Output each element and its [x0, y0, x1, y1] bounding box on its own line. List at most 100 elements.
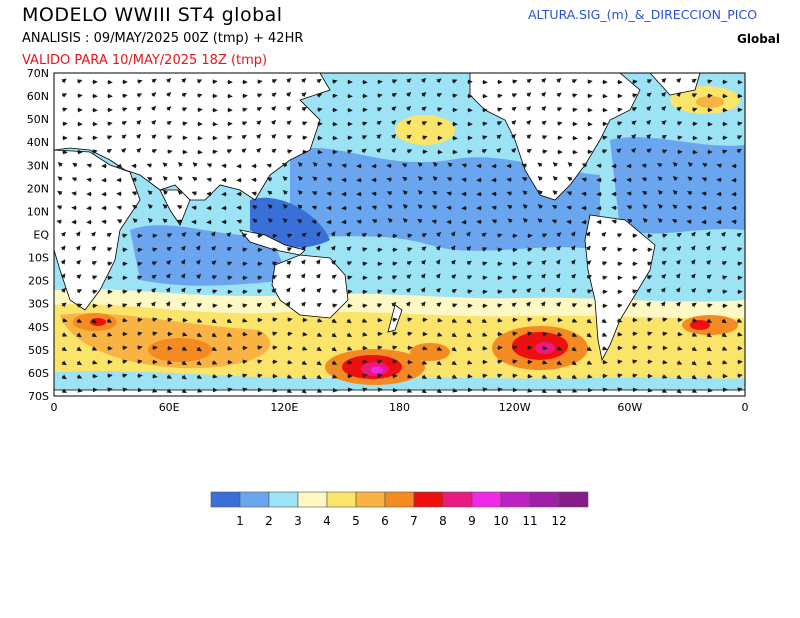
direction-arrow: [405, 287, 411, 293]
direction-arrow: [391, 79, 398, 84]
direction-arrow: [106, 303, 113, 309]
direction-arrow: [211, 149, 218, 155]
direction-arrow: [136, 79, 143, 84]
direction-arrow: [645, 119, 652, 126]
direction-arrow: [331, 374, 338, 379]
direction-arrow: [511, 147, 517, 154]
direction-arrow: [371, 205, 378, 210]
direction-arrow: [121, 107, 128, 112]
land: [54, 73, 745, 396]
direction-arrow: [431, 219, 438, 225]
direction-arrow: [376, 275, 383, 281]
direction-arrow: [646, 275, 653, 280]
direction-arrow: [496, 148, 502, 154]
direction-arrow: [241, 318, 248, 323]
direction-arrow: [387, 218, 393, 224]
direction-arrow: [676, 346, 683, 351]
direction-arrow: [181, 78, 187, 84]
direction-arrow: [675, 273, 681, 279]
direction-arrow: [195, 273, 202, 279]
direction-arrow: [361, 121, 368, 127]
direction-arrow: [506, 191, 513, 196]
direction-arrow: [121, 261, 128, 267]
direction-arrow: [151, 149, 157, 154]
direction-arrow: [526, 148, 532, 154]
direction-arrow: [491, 219, 498, 224]
direction-arrow: [147, 190, 153, 196]
direction-arrow: [192, 176, 198, 182]
direction-arrow: [255, 147, 262, 154]
direction-arrow: [481, 135, 488, 140]
direction-arrow: [376, 317, 383, 323]
direction-arrow: [450, 245, 456, 251]
legend-swatch: [297, 491, 328, 508]
direction-arrow: [76, 332, 82, 338]
direction-arrow: [481, 149, 488, 154]
direction-arrow: [151, 119, 157, 126]
direction-arrow: [301, 388, 307, 394]
direction-arrow: [556, 135, 563, 141]
direction-arrow: [241, 247, 248, 253]
direction-arrow: [687, 161, 693, 168]
direction-arrow: [151, 317, 158, 323]
chart-title: MODELO WWIII ST4 global: [22, 4, 283, 26]
direction-arrow: [631, 261, 638, 267]
direction-arrow: [721, 346, 728, 351]
direction-arrow: [300, 287, 306, 293]
direction-arrow: [436, 332, 443, 337]
direction-arrow: [676, 77, 682, 84]
direction-arrow: [376, 93, 383, 99]
direction-arrow: [586, 303, 593, 309]
direction-arrow: [570, 245, 576, 251]
direction-arrow: [166, 360, 173, 365]
direction-arrow: [76, 387, 83, 393]
direction-arrow: [706, 303, 713, 308]
direction-arrow: [466, 318, 472, 324]
direction-arrow: [450, 231, 456, 237]
direction-arrow: [75, 259, 81, 265]
direction-arrow: [421, 233, 428, 238]
lon-label: 120W: [499, 401, 531, 414]
direction-arrow: [132, 218, 138, 224]
direction-arrow: [631, 345, 638, 351]
direction-arrow: [611, 205, 618, 211]
direction-arrow: [526, 247, 533, 253]
direction-arrow: [106, 387, 113, 393]
direction-arrow: [206, 177, 213, 183]
direction-arrow: [371, 191, 378, 197]
direction-arrow: [177, 176, 183, 182]
direction-arrow: [496, 261, 503, 267]
direction-arrow: [496, 134, 502, 140]
direction-arrow: [286, 233, 293, 239]
direction-arrow: [57, 161, 63, 168]
direction-arrow: [507, 218, 513, 224]
direction-arrow: [406, 134, 412, 140]
direction-arrow: [552, 161, 558, 168]
direction-arrow: [136, 233, 143, 239]
direction-arrow: [466, 346, 473, 351]
direction-arrow: [176, 205, 183, 210]
direction-arrow: [165, 301, 171, 307]
land-north-america: [469, 73, 641, 201]
direction-arrow: [421, 345, 428, 351]
direction-arrow: [241, 261, 248, 267]
direction-arrow: [405, 301, 411, 307]
direction-arrow: [256, 133, 262, 140]
direction-arrow: [327, 163, 333, 168]
direction-arrow: [106, 148, 112, 154]
direction-arrow: [241, 331, 248, 337]
direction-arrow: [691, 374, 697, 380]
longitude-labels: 0 60E 120E 180 120W 60W 0: [51, 401, 749, 414]
direction-arrow: [75, 245, 81, 251]
direction-arrow: [436, 78, 442, 84]
direction-arrow: [402, 176, 408, 182]
direction-arrow: [526, 92, 532, 98]
valid-time: VALIDO PARA 10/MAY/2025 18Z (tmp): [22, 53, 268, 68]
direction-arrow: [361, 387, 368, 393]
direction-arrow: [601, 332, 608, 337]
direction-arrow: [181, 331, 188, 337]
direction-arrow: [121, 93, 128, 99]
direction-arrow: [556, 388, 562, 394]
direction-arrow: [316, 93, 323, 98]
direction-arrow: [176, 219, 183, 224]
